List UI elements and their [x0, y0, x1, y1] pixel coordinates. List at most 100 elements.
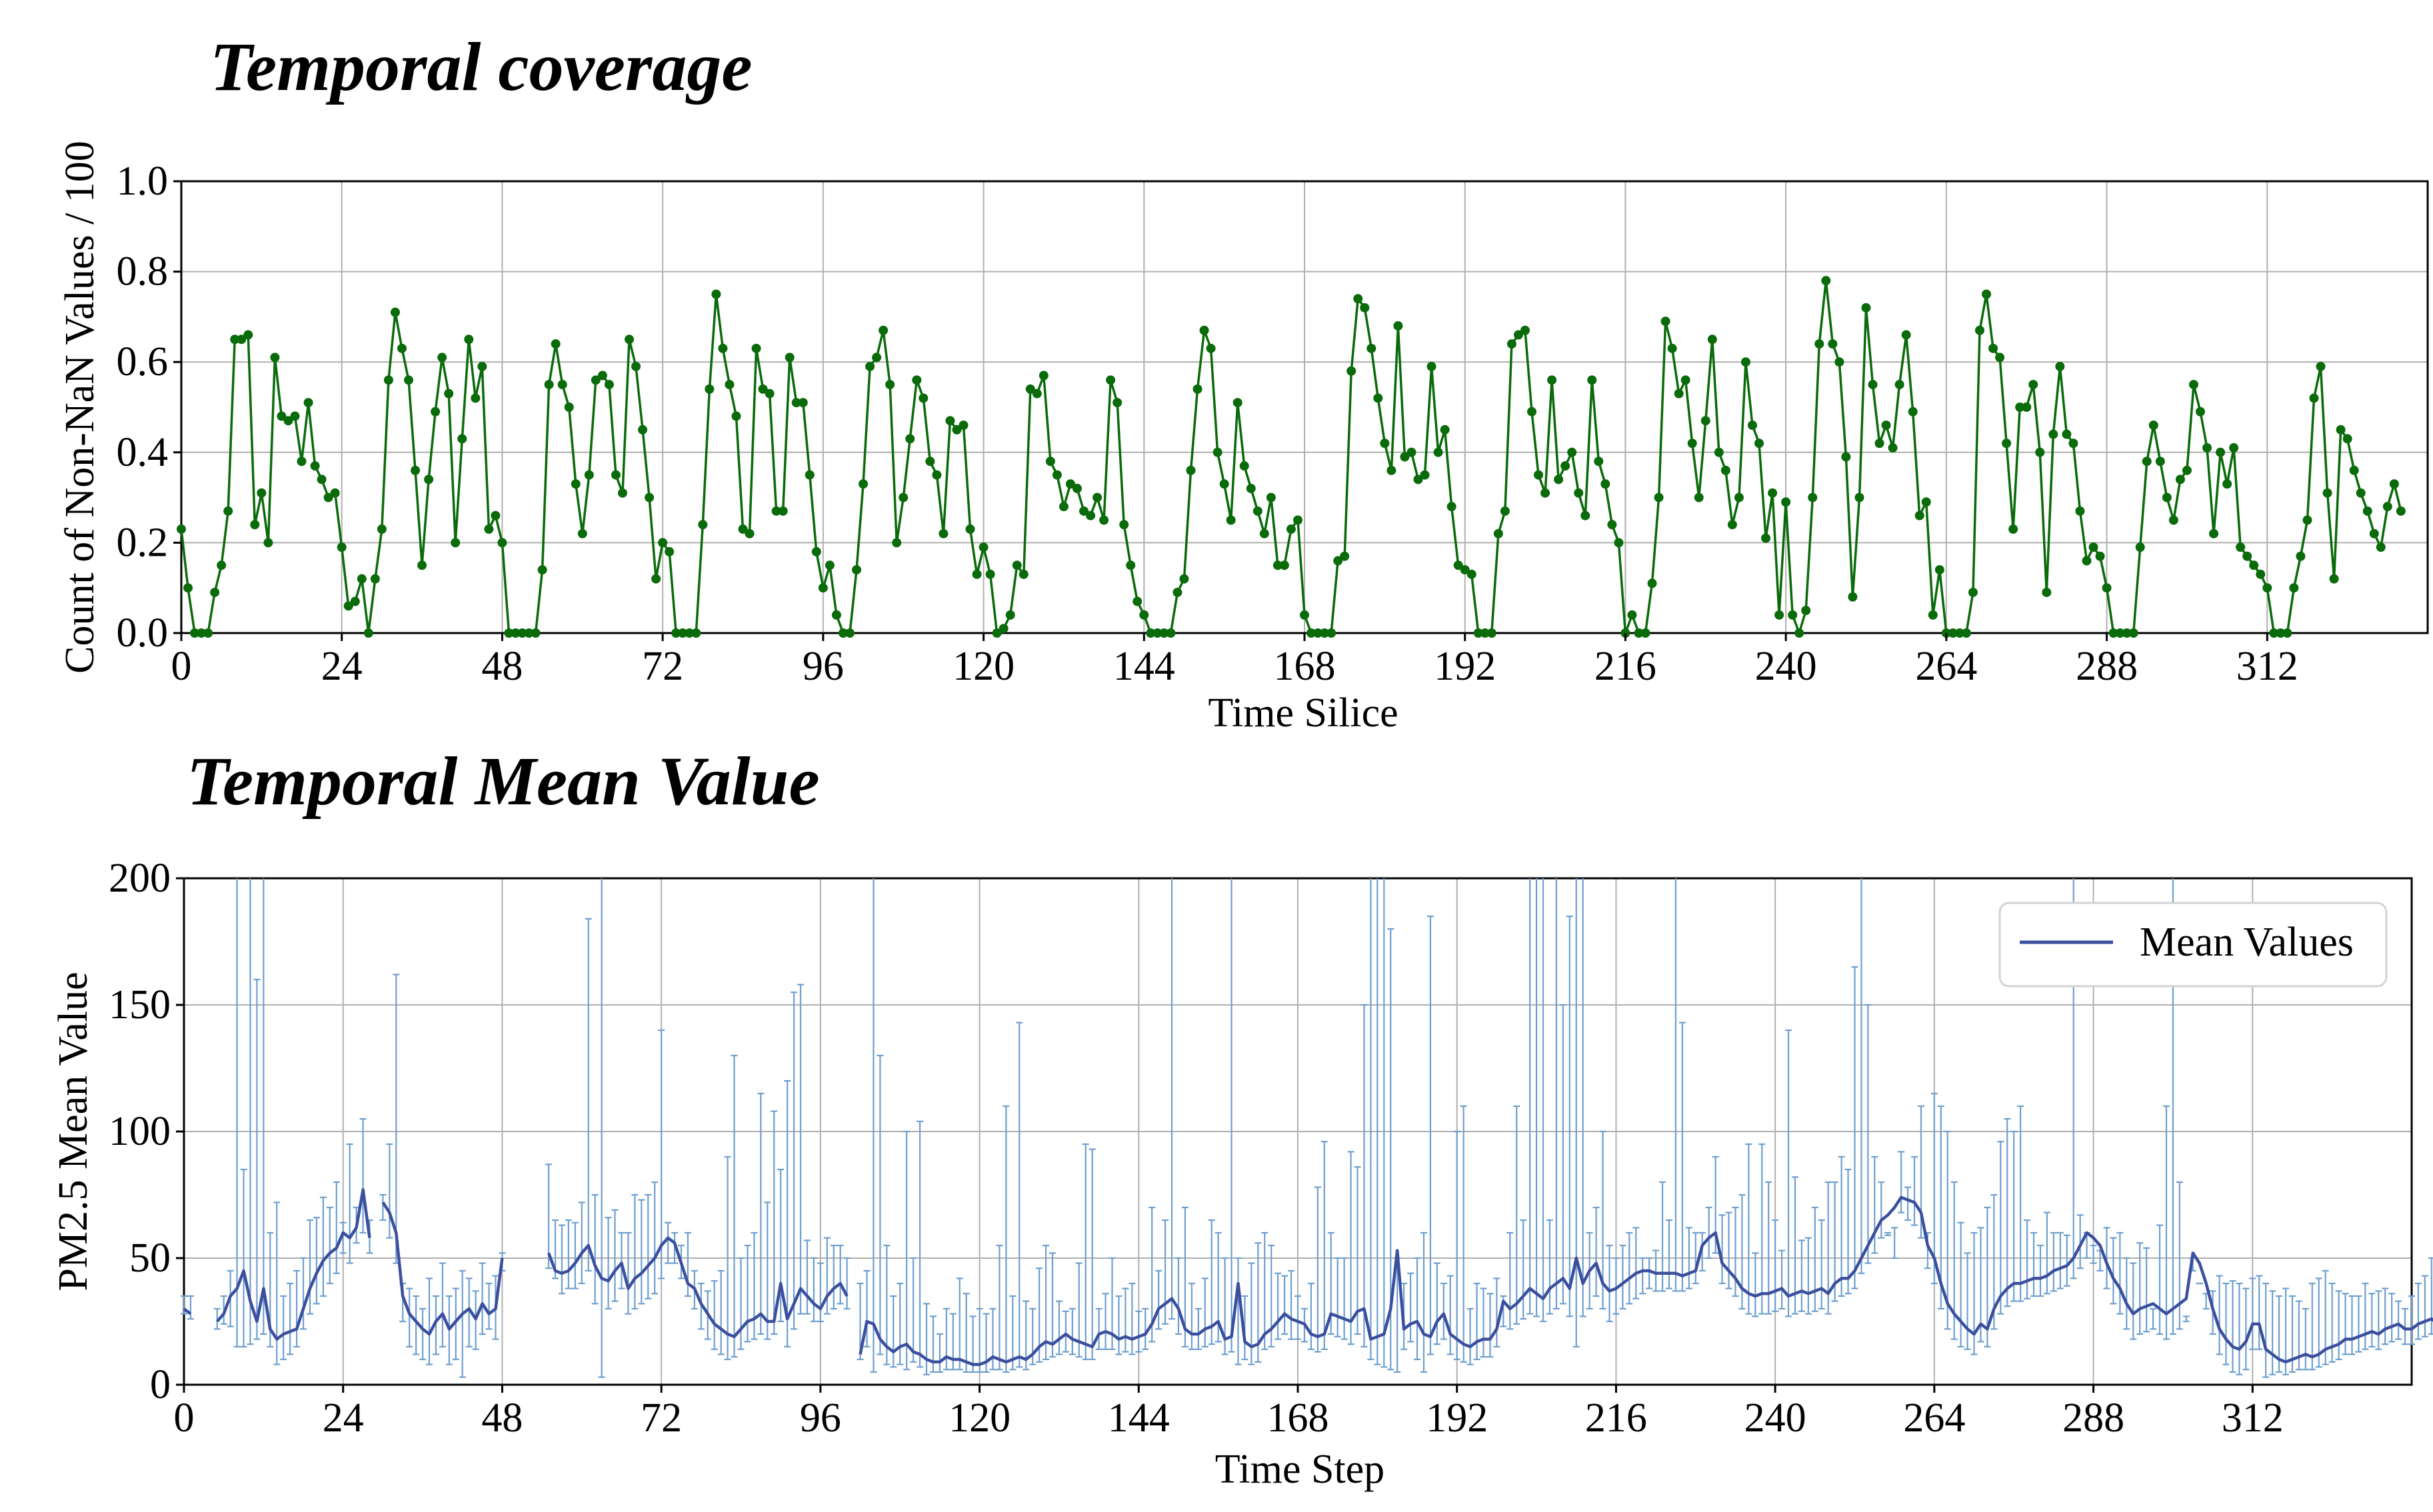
- coverage-point: [323, 492, 333, 502]
- coverage-point: [1272, 560, 1282, 570]
- coverage-point: [1039, 371, 1049, 380]
- coverage-point: [1667, 343, 1677, 353]
- coverage-point: [638, 424, 648, 434]
- coverage-point: [1607, 520, 1617, 530]
- x-tick-label: 216: [1585, 1395, 1647, 1441]
- x-tick-label: 264: [1903, 1395, 1965, 1441]
- coverage-point: [1386, 465, 1396, 475]
- coverage-point: [985, 569, 995, 579]
- coverage-point: [1373, 393, 1383, 403]
- coverage-point: [771, 506, 781, 516]
- coverage-point: [617, 488, 627, 498]
- coverage-point: [1440, 424, 1450, 434]
- coverage-point: [2356, 488, 2366, 498]
- coverage-point: [791, 398, 801, 408]
- coverage-point: [705, 384, 715, 394]
- coverage-point: [1173, 587, 1183, 597]
- coverage-point: [2209, 528, 2219, 538]
- coverage-point: [1640, 628, 1650, 638]
- coverage-point: [2382, 502, 2392, 512]
- coverage-point: [330, 488, 340, 498]
- coverage-point: [1340, 551, 1350, 561]
- coverage-point: [1239, 461, 1249, 471]
- y-tick-label: 200: [109, 856, 171, 901]
- y-tick-label: 50: [129, 1235, 171, 1281]
- coverage-point: [350, 596, 360, 606]
- coverage-point: [397, 343, 407, 353]
- coverage-point: [1982, 289, 1992, 299]
- coverage-point: [2108, 628, 2118, 638]
- coverage-point: [798, 398, 808, 408]
- coverage-point: [497, 538, 507, 548]
- coverage-point: [1206, 343, 1216, 353]
- coverage-point: [250, 520, 260, 530]
- coverage-point: [912, 375, 922, 385]
- coverage-point: [1961, 628, 1971, 638]
- coverage-point: [751, 343, 761, 353]
- coverage-point: [457, 434, 467, 444]
- coverage-point: [177, 524, 186, 534]
- coverage-title: Temporal coverage: [210, 29, 753, 105]
- coverage-point: [1908, 406, 1918, 416]
- coverage-point: [1694, 492, 1704, 502]
- coverage-point: [1614, 538, 1624, 548]
- coverage-point: [1788, 610, 1798, 620]
- coverage-point: [1460, 565, 1470, 575]
- coverage-line: [180, 281, 2402, 637]
- coverage-point: [2062, 429, 2072, 439]
- coverage-point: [932, 470, 942, 480]
- x-tick-label: 288: [2076, 644, 2138, 689]
- coverage-point: [1059, 502, 1069, 512]
- coverage-point: [1246, 484, 1256, 494]
- coverage-point: [1259, 528, 1269, 538]
- coverage-x-axis-label: Time Silice: [1208, 690, 1398, 736]
- coverage-point: [1480, 628, 1490, 638]
- coverage-point: [1654, 492, 1664, 502]
- coverage-point: [2122, 628, 2132, 638]
- coverage-point: [2316, 361, 2326, 371]
- coverage-point: [1534, 470, 1544, 480]
- coverage-point: [979, 542, 989, 552]
- coverage-point: [1574, 488, 1584, 498]
- coverage-point: [1814, 339, 1824, 349]
- coverage-point: [357, 574, 367, 584]
- coverage-point: [2142, 456, 2152, 466]
- coverage-point: [277, 411, 287, 421]
- mean-title: Temporal Mean Value: [187, 743, 820, 820]
- coverage-point: [1594, 456, 1604, 466]
- coverage-point: [317, 474, 327, 484]
- coverage-y-ticks: 0.0 0.2 0.4 0.6 0.8 1.0: [117, 159, 181, 656]
- coverage-point: [2002, 438, 2012, 448]
- coverage-point: [2162, 492, 2172, 502]
- x-tick-label: 240: [1755, 644, 1817, 689]
- mean-error-bars: [181, 878, 2433, 1378]
- coverage-point: [852, 565, 862, 575]
- coverage-point: [1380, 438, 1390, 448]
- coverage-point: [1680, 375, 1690, 385]
- coverage-point: [2289, 583, 2299, 593]
- y-tick-label: 0.6: [117, 339, 169, 384]
- coverage-point: [1025, 384, 1035, 394]
- coverage-point: [444, 388, 454, 398]
- coverage-point: [1948, 628, 1958, 638]
- coverage-point: [1493, 528, 1503, 538]
- coverage-point: [504, 628, 514, 638]
- coverage-point: [1707, 335, 1717, 345]
- coverage-point: [437, 353, 447, 363]
- coverage-point: [1894, 380, 1904, 390]
- coverage-point: [959, 420, 969, 430]
- coverage-point: [290, 411, 300, 421]
- coverage-point: [217, 560, 227, 570]
- coverage-point: [859, 479, 869, 489]
- coverage-point: [1406, 447, 1416, 457]
- coverage-point: [2168, 515, 2178, 525]
- coverage-point: [831, 610, 841, 620]
- coverage-point: [2035, 447, 2045, 457]
- coverage-point: [257, 488, 267, 498]
- coverage-point: [1005, 610, 1015, 620]
- coverage-point: [190, 628, 200, 638]
- coverage-point: [1740, 357, 1750, 367]
- coverage-point: [1988, 343, 1998, 353]
- coverage-point: [1346, 366, 1356, 376]
